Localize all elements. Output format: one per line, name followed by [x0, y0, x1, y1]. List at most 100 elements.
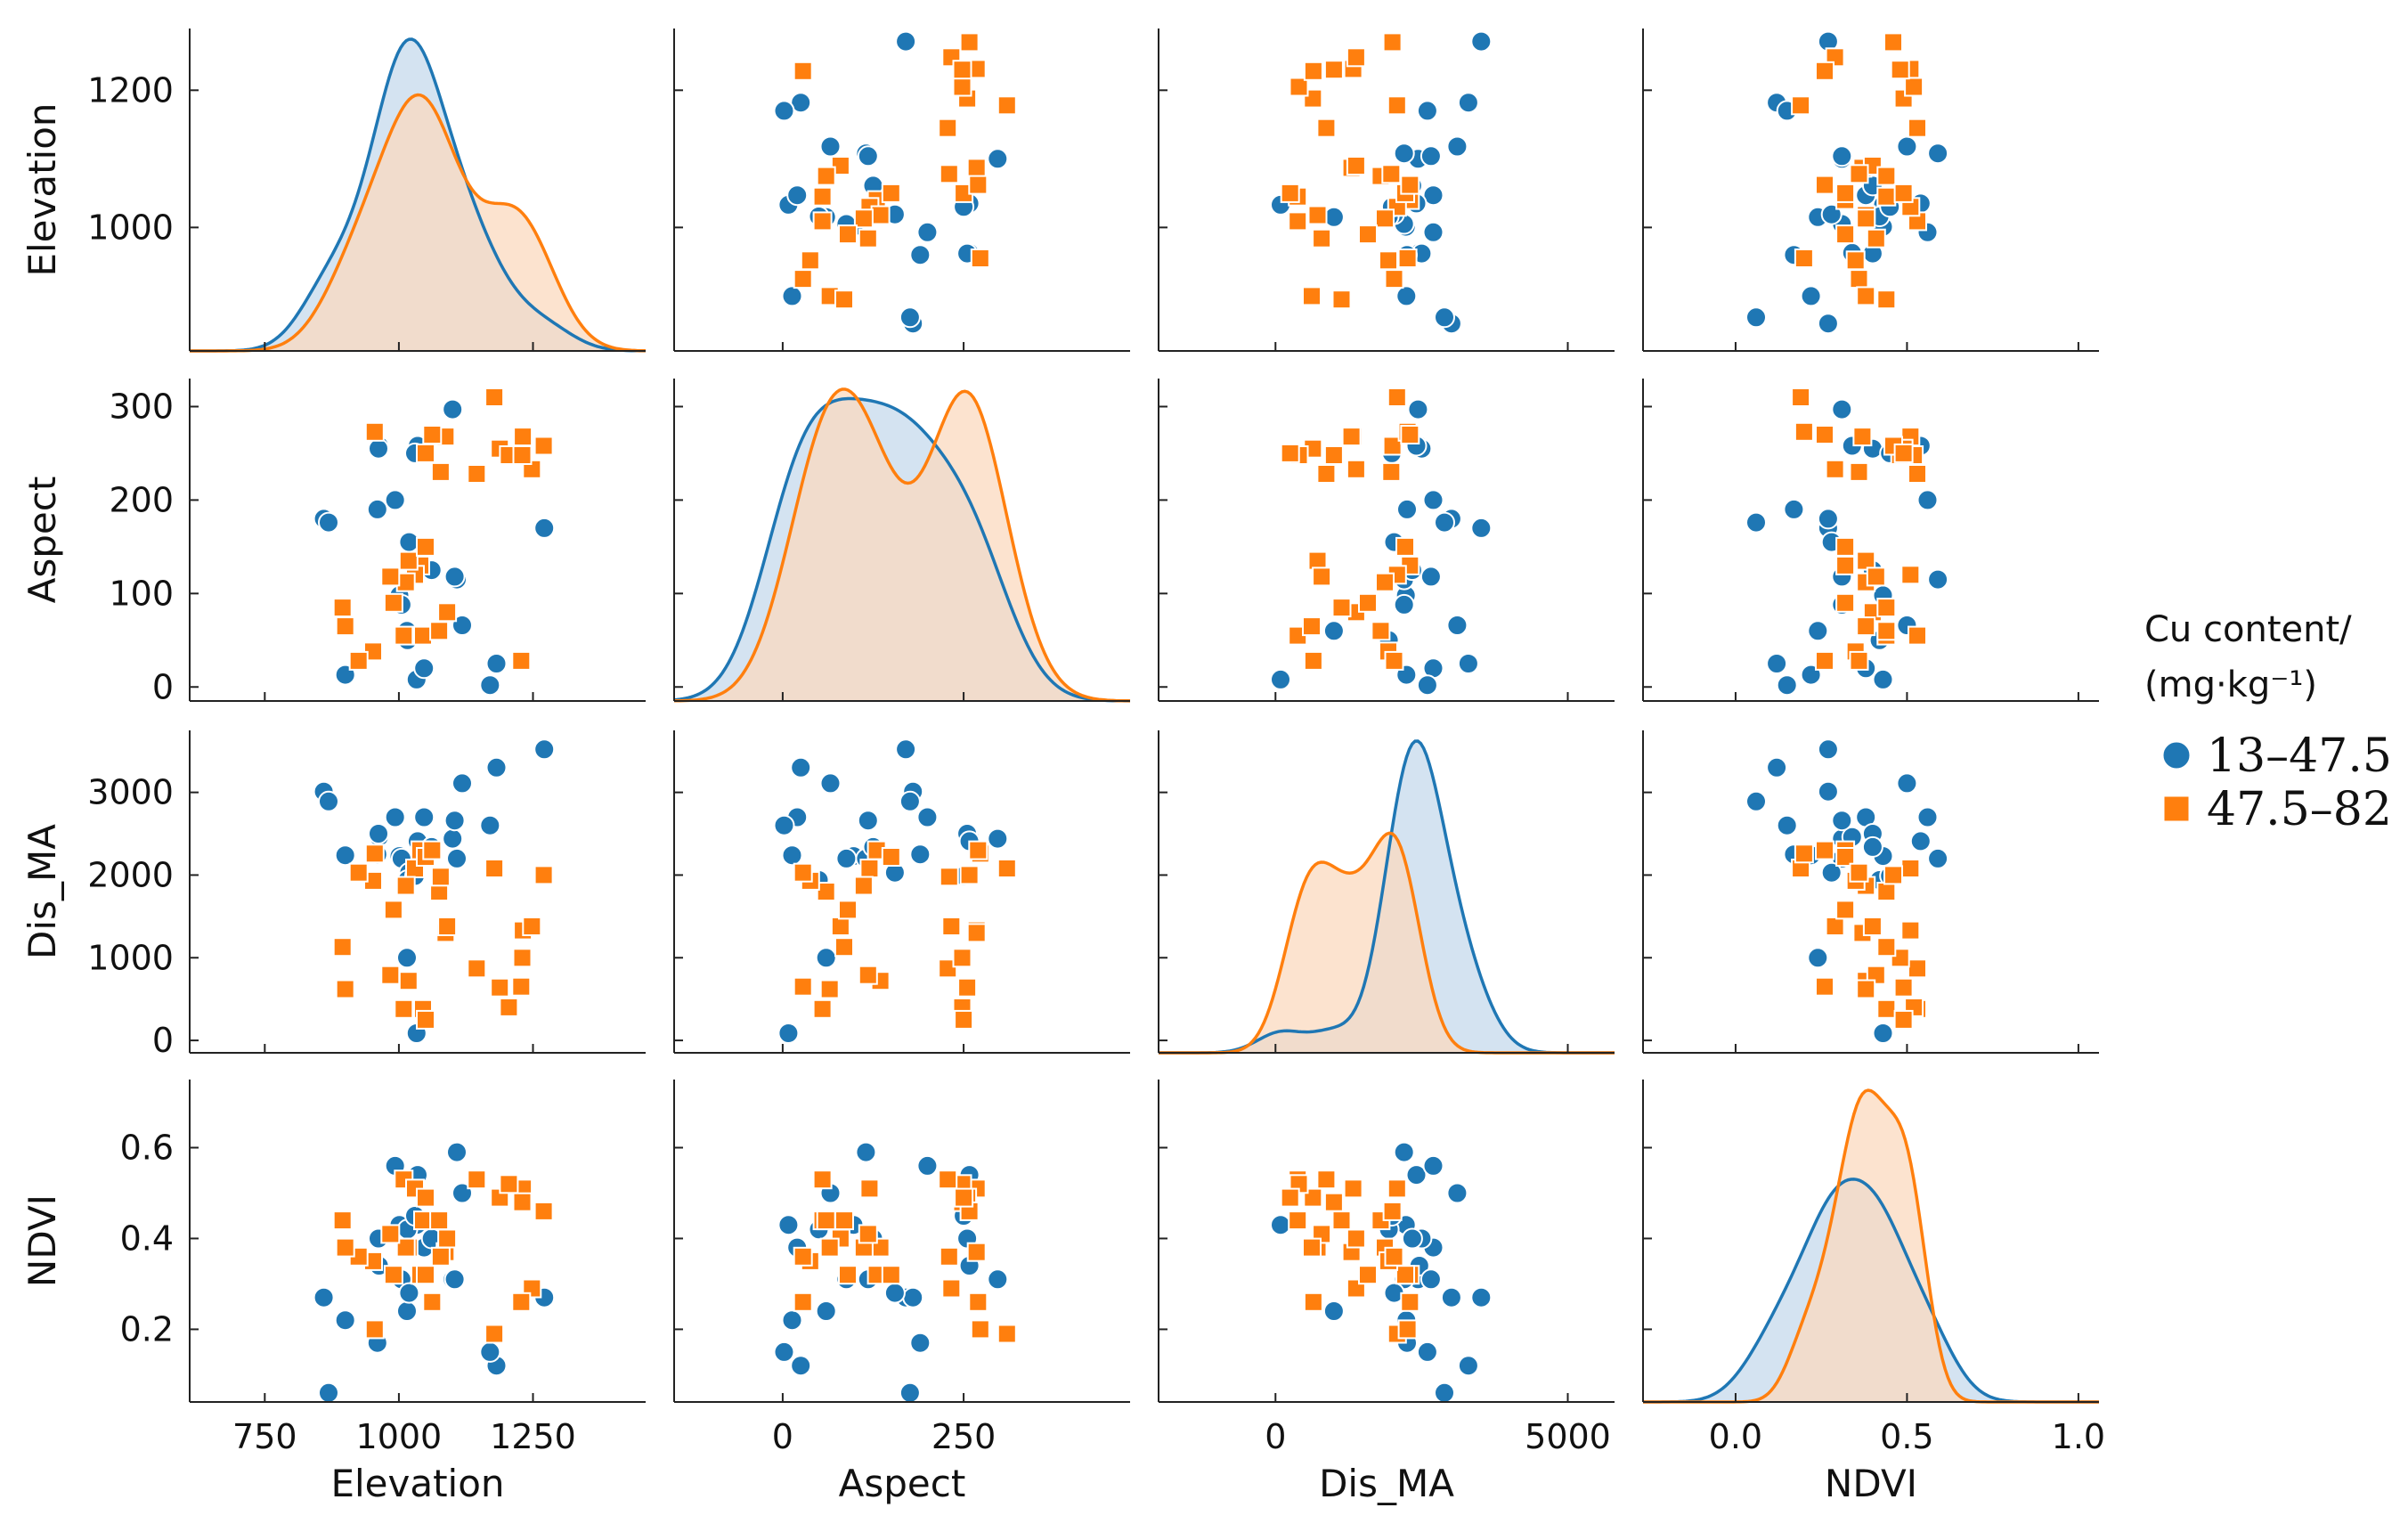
scatter-point-group2: [499, 997, 519, 1017]
scatter-point-group2: [1835, 224, 1856, 245]
scatter-point-group1: [909, 244, 931, 266]
scatter-point-group1: [334, 1309, 356, 1332]
scatter-point-group2: [997, 95, 1017, 116]
scatter-point-group2: [1890, 60, 1910, 80]
scatter-point-group2: [858, 965, 878, 985]
scatter-point-group2: [1815, 61, 1834, 81]
scatter-point-group2: [1302, 286, 1322, 306]
scatter-point-group2: [1908, 464, 1927, 484]
scatter-point-group1: [479, 674, 501, 697]
scatter-point-group1: [1457, 653, 1479, 674]
scatter-point-group1: [1831, 398, 1853, 420]
panel-ndvi-vs-ndvi: 0.0 0.5 1.0 NDVI: [1642, 1080, 2105, 1505]
panel-ndvi-vs-aspect: 0 250 Aspect: [673, 1080, 1130, 1505]
scatter-point-group1: [485, 653, 508, 674]
scatter-point-group2: [1303, 1292, 1323, 1312]
scatter-point-group1: [902, 1286, 924, 1308]
scatter-point-group1: [1820, 861, 1843, 884]
scatter-point-group1: [1416, 1341, 1438, 1363]
y-tick-label: 0.2: [120, 1309, 174, 1349]
scatter-point-group2: [413, 1210, 433, 1231]
scatter-point-group1: [987, 1268, 1009, 1291]
scatter-point-group2: [511, 650, 532, 671]
scatter-point-group2: [816, 166, 836, 186]
y-tick-label: 1200: [87, 70, 174, 110]
scatter-point-group2: [881, 847, 901, 867]
scatter-point-group2: [1856, 286, 1876, 306]
scatter-point-group1: [1896, 135, 1918, 158]
scatter-point-group2: [939, 867, 959, 887]
scatter-point-group2: [793, 862, 813, 883]
scatter-point-group1: [857, 810, 879, 832]
legend: Cu content/ (mg·kg⁻¹) 13–47.5 47.5–82: [2144, 609, 2392, 836]
scatter-point-group2: [1343, 1178, 1363, 1199]
scatter-point-group2: [1866, 228, 1886, 249]
scatter-point-group1: [1470, 30, 1493, 53]
scatter-point-group2: [1825, 917, 1845, 936]
scatter-point-group2: [1883, 32, 1903, 53]
y-axis-title: NDVI: [20, 1194, 64, 1287]
scatter-point-group1: [479, 814, 501, 836]
scatter-point-group2: [812, 186, 833, 207]
y-tick-label: 0: [152, 1021, 174, 1060]
scatter-point-group2: [1876, 621, 1897, 641]
scatter-point-group2: [1346, 1228, 1366, 1249]
scatter-point-group2: [1358, 224, 1378, 245]
scatter-point-group2: [1815, 175, 1834, 195]
scatter-point-group2: [1323, 445, 1344, 465]
scatter-point-group1: [781, 1309, 803, 1332]
scatter-point-group1: [895, 738, 917, 761]
scatter-point-group2: [800, 250, 820, 271]
scatter-point-group2: [335, 616, 355, 637]
scatter-point-group2: [512, 948, 533, 968]
scatter-point-group2: [968, 1292, 988, 1312]
scatter-point-group2: [1876, 598, 1897, 618]
scatter-point-group2: [513, 427, 533, 447]
scatter-point-group2: [422, 840, 443, 860]
scatter-point-group2: [1288, 1210, 1308, 1231]
kde-line-group2: [674, 387, 1131, 703]
scatter-point-group1: [987, 827, 1009, 850]
scatter-point-group2: [380, 1224, 401, 1244]
scatter-point-group2: [1397, 1319, 1418, 1340]
scatter-point-group1: [485, 756, 508, 778]
scatter-point-group2: [1893, 443, 1914, 463]
x-tick-label: 250: [931, 1417, 997, 1456]
scatter-point-group2: [1331, 598, 1352, 618]
scatter-point-group2: [1815, 650, 1834, 671]
x-tick-label: 0: [772, 1417, 793, 1456]
scatter-point-group1: [442, 398, 464, 420]
scatter-point-group1: [1396, 498, 1418, 520]
scatter-point-group2: [1371, 621, 1391, 641]
scatter-point-group2: [1289, 77, 1309, 97]
scatter-point-group1: [777, 1214, 800, 1236]
scatter-point-group2: [416, 1265, 435, 1285]
scatter-point-group2: [938, 118, 958, 138]
scatter-point-group2: [1312, 566, 1332, 587]
y-tick-label: 3000: [87, 773, 174, 812]
scatter-point-group2: [952, 60, 972, 80]
scatter-point-group1: [479, 1341, 501, 1363]
scatter-point-group2: [853, 208, 874, 229]
scatter-point-group1: [1817, 738, 1839, 761]
scatter-point-group2: [859, 1178, 880, 1199]
scatter-point-group2: [364, 1319, 385, 1340]
scatter-point-group2: [511, 1292, 532, 1312]
scatter-point-group2: [1307, 205, 1328, 225]
scatter-point-group2: [1379, 250, 1398, 271]
scatter-point-group2: [416, 1009, 435, 1030]
legend-title-line1: Cu content/: [2144, 609, 2352, 650]
scatter-point-group2: [1316, 464, 1337, 484]
scatter-point-group2: [1835, 555, 1856, 575]
panel-aspect-vs-ndvi: [1642, 379, 2099, 702]
scatter-point-group1: [1420, 1268, 1442, 1291]
scatter-point-group2: [1303, 61, 1323, 81]
scatter-point-group1: [1470, 1286, 1493, 1308]
scatter-point-group1: [368, 437, 389, 460]
scatter-point-group1: [1393, 593, 1415, 615]
scatter-point-group1: [1896, 772, 1918, 795]
panel-elevation-vs-dis-ma: [1158, 29, 1615, 352]
scatter-point-group1: [443, 566, 466, 588]
scatter-point-group1: [334, 844, 356, 867]
scatter-point-group2: [499, 1174, 519, 1194]
